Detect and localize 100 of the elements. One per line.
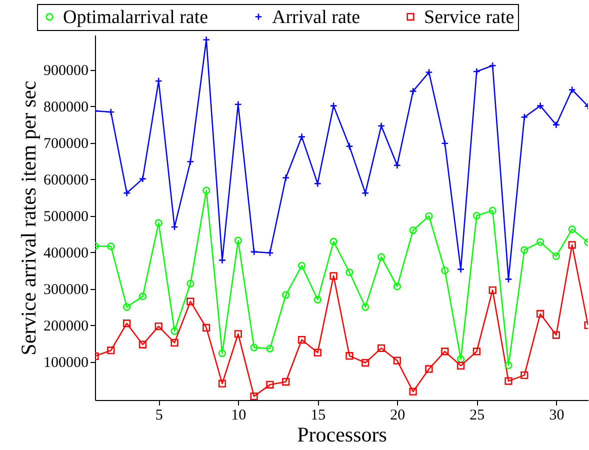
point [472, 348, 480, 356]
point [138, 292, 147, 300]
point [107, 108, 115, 116]
point [520, 246, 528, 254]
point [250, 392, 258, 400]
point [362, 358, 370, 367]
point [218, 349, 226, 358]
point [441, 140, 449, 148]
point [552, 252, 560, 260]
point [393, 356, 401, 364]
y-tick-label: 200000 [44, 318, 88, 335]
point [282, 378, 290, 386]
y-tick-label: 900000 [44, 63, 88, 80]
point [568, 86, 576, 94]
point [536, 102, 544, 110]
point [250, 248, 258, 256]
point [218, 380, 226, 388]
point [170, 327, 178, 335]
point [425, 212, 433, 220]
point [504, 377, 512, 385]
point [504, 362, 512, 370]
x-tick-label: 30 [549, 408, 564, 424]
point [425, 365, 433, 373]
point [154, 322, 162, 330]
y-tick-label: 600000 [44, 172, 88, 189]
x-axis-title: Processors [297, 422, 387, 446]
point [154, 219, 162, 227]
y-axis-title: Service arrival rates item per sec [16, 80, 40, 356]
point [122, 303, 131, 311]
point [202, 186, 210, 194]
point [138, 175, 147, 183]
x-tick-label: 25 [470, 408, 485, 424]
point [298, 262, 306, 270]
point [186, 280, 194, 288]
point [330, 102, 338, 110]
point [234, 236, 242, 244]
point [138, 340, 147, 348]
point [186, 158, 194, 166]
point [441, 348, 449, 356]
point [393, 282, 401, 290]
point [234, 330, 242, 338]
point [393, 161, 401, 170]
point [377, 253, 386, 261]
point [552, 120, 560, 129]
legend-label: Service rate [424, 6, 514, 28]
point [266, 344, 274, 352]
point [186, 298, 194, 306]
point [122, 320, 131, 328]
x-tick-label: 15 [310, 408, 326, 424]
y-tick-label: 800000 [44, 100, 88, 116]
point [346, 268, 354, 276]
point [314, 296, 322, 304]
y-tick-label: 400000 [44, 246, 88, 262]
point [520, 113, 528, 121]
point [107, 242, 115, 250]
point [488, 286, 496, 294]
point [504, 275, 512, 283]
legend-label: Optimalarrival rate [63, 6, 208, 28]
y-tick-label: 700000 [44, 136, 88, 152]
point [441, 266, 449, 274]
point [552, 331, 560, 339]
point [377, 344, 386, 352]
point [409, 226, 417, 234]
point [520, 371, 528, 379]
y-tick-label: 300000 [44, 282, 88, 298]
point [409, 87, 417, 96]
point [170, 223, 178, 231]
point [488, 62, 496, 70]
point [266, 249, 274, 257]
point [298, 133, 306, 141]
point [472, 68, 480, 76]
point [425, 68, 433, 76]
y-tick-label: 500000 [44, 209, 88, 226]
x-tick-label: 5 [155, 408, 163, 424]
point [250, 344, 258, 352]
point [362, 189, 370, 197]
point [314, 348, 322, 356]
point [107, 346, 115, 354]
legend-label: Arrival rate [272, 6, 360, 28]
point [456, 355, 465, 363]
point [346, 142, 354, 150]
x-tick-label: 20 [390, 408, 406, 424]
point [298, 336, 306, 344]
point [488, 206, 496, 214]
point [568, 241, 576, 249]
point [314, 180, 322, 188]
point [472, 212, 480, 220]
point [282, 291, 290, 299]
point [170, 338, 178, 347]
point [330, 272, 338, 280]
point [568, 225, 576, 233]
point [122, 189, 131, 197]
point [362, 303, 370, 311]
point [282, 174, 290, 182]
point [346, 352, 354, 360]
point [266, 380, 274, 388]
point [202, 324, 210, 332]
point [409, 388, 417, 396]
point [456, 362, 465, 370]
point [536, 310, 544, 318]
